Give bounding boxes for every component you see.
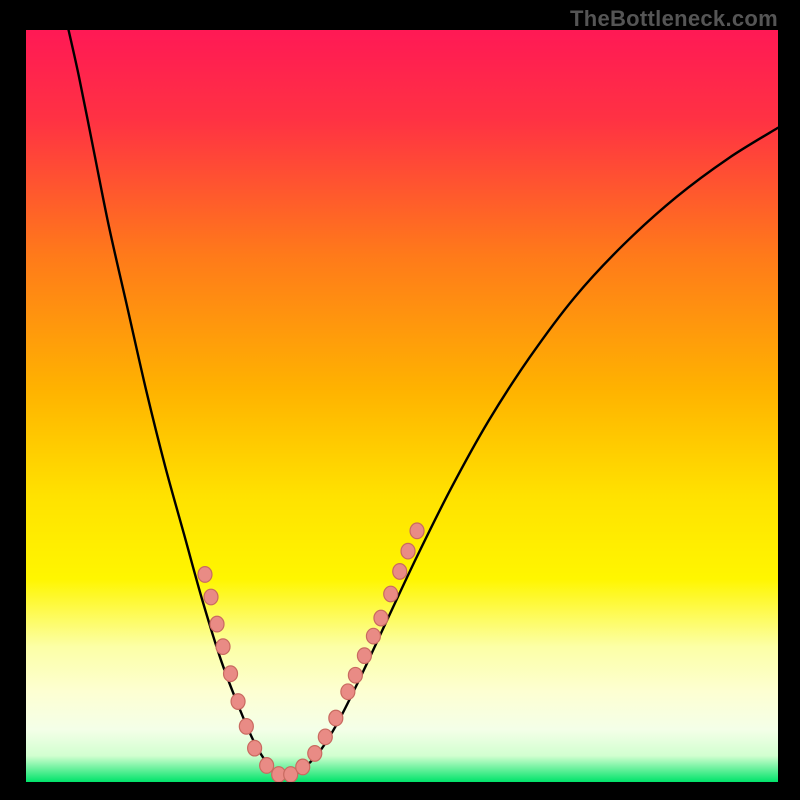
data-marker [318, 729, 332, 745]
plot-area [26, 30, 778, 782]
data-marker [384, 586, 398, 602]
data-marker [393, 564, 407, 580]
data-marker [231, 694, 245, 710]
data-marker [357, 648, 371, 664]
data-marker [248, 740, 262, 756]
data-marker [224, 666, 238, 682]
data-marker [410, 523, 424, 539]
data-marker [260, 758, 274, 774]
data-marker [204, 589, 218, 605]
data-marker [341, 684, 355, 700]
watermark-label: TheBottleneck.com [570, 6, 778, 32]
data-marker [296, 759, 310, 775]
data-marker [348, 667, 362, 683]
chart-svg [26, 30, 778, 782]
chart-frame: TheBottleneck.com [0, 0, 800, 800]
data-marker [239, 719, 253, 735]
data-marker [401, 543, 415, 559]
data-marker [210, 616, 224, 632]
data-marker [198, 567, 212, 583]
gradient-background [26, 30, 778, 782]
data-marker [216, 639, 230, 655]
data-marker [308, 746, 322, 762]
data-marker [329, 710, 343, 726]
data-marker [374, 610, 388, 626]
data-marker [366, 628, 380, 644]
